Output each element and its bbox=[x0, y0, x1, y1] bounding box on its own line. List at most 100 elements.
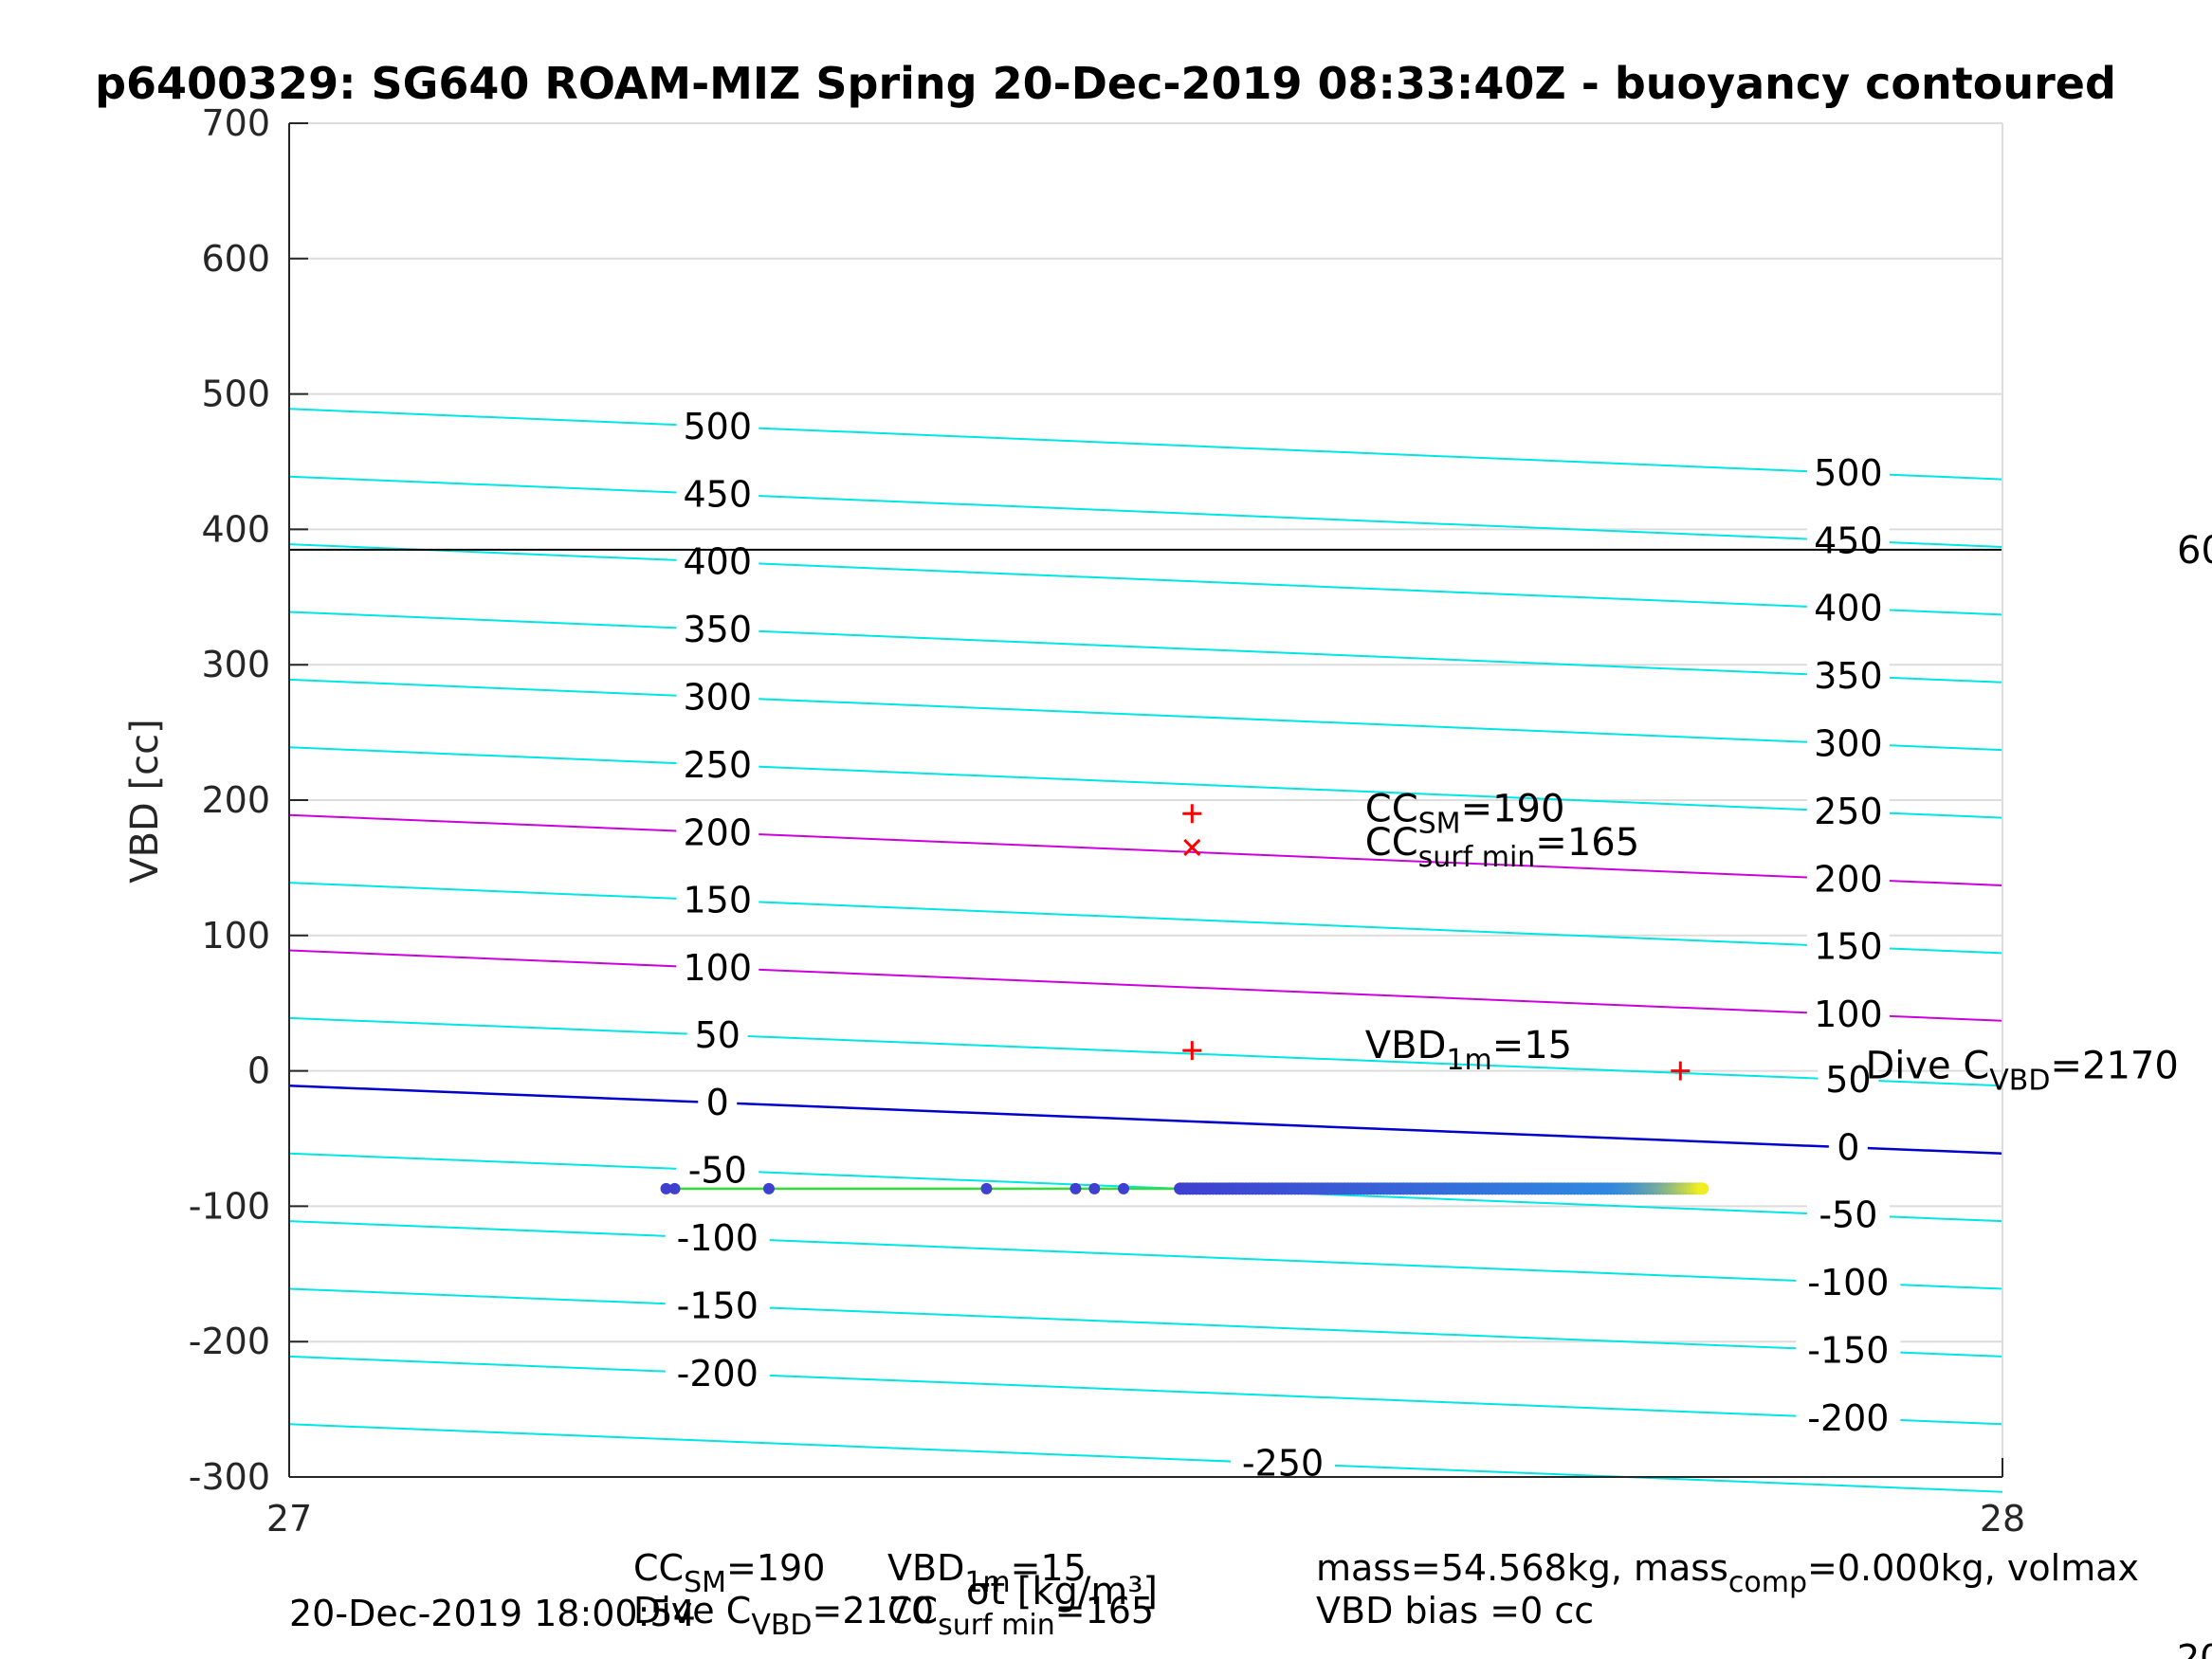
footer-vbd-1m: VBD1m=15 bbox=[887, 1547, 1087, 1599]
contour-label: 500 bbox=[683, 406, 752, 447]
contour-line bbox=[288, 1287, 2003, 1358]
contour-line bbox=[288, 1016, 2003, 1087]
contour-label: 250 bbox=[683, 744, 752, 786]
contour-label: 300 bbox=[683, 676, 752, 718]
contour-label-bg bbox=[676, 879, 759, 921]
contour-label-bg bbox=[676, 540, 759, 583]
contour-label: -100 bbox=[677, 1217, 759, 1259]
contour-label: 0 bbox=[706, 1082, 729, 1123]
footer-dive-cvbd: Dive CVBD=2170 bbox=[633, 1590, 934, 1642]
marker-cc-surf-min bbox=[1183, 838, 1201, 857]
y-tick-label: -100 bbox=[189, 1185, 270, 1227]
contour-label: 50 bbox=[695, 1014, 740, 1056]
x-axis-label: σt [kg/m³] bbox=[966, 1570, 1158, 1613]
contour-label-bg bbox=[676, 405, 759, 447]
contour-label-bg bbox=[1806, 520, 1890, 562]
y-tick-label: 200 bbox=[201, 779, 270, 821]
contour-label-bg bbox=[1806, 858, 1890, 901]
contour-label: -200 bbox=[677, 1353, 759, 1395]
y-tick-label: 400 bbox=[201, 508, 270, 550]
contour-label-bg bbox=[1796, 1262, 1901, 1304]
data-point bbox=[1088, 1182, 1101, 1194]
contour-line bbox=[288, 949, 2003, 1022]
x-tick-label: 28 bbox=[1980, 1498, 2025, 1540]
footer-vbd-bias: VBD bias =0 cc bbox=[1316, 1590, 1594, 1632]
contour-label-bg bbox=[676, 473, 759, 516]
annotation-label: VBD1m=15 bbox=[1365, 1024, 1572, 1077]
contour-label: -200 bbox=[1807, 1397, 1889, 1439]
contour-label: 100 bbox=[683, 947, 752, 989]
contour-label-bg bbox=[686, 1013, 748, 1056]
data-point bbox=[1069, 1182, 1082, 1194]
contour-label: 50 bbox=[1825, 1059, 1871, 1101]
data-point bbox=[762, 1182, 775, 1194]
data-point bbox=[660, 1182, 672, 1194]
y-axis-label: VBD [cc] bbox=[123, 719, 167, 884]
contour-label: 400 bbox=[683, 541, 752, 583]
contour-line bbox=[288, 1220, 2003, 1290]
contour-label-bg bbox=[676, 743, 759, 786]
contour-label: 400 bbox=[1814, 588, 1883, 629]
contour-label-bg bbox=[1806, 722, 1890, 765]
contour-label: 200 bbox=[683, 811, 752, 853]
contour-label-bg bbox=[665, 1216, 770, 1259]
contour-label-bg bbox=[1806, 655, 1890, 698]
contour-label: 0 bbox=[1837, 1126, 1859, 1168]
marker-dive-c-vbd bbox=[1671, 1061, 1691, 1081]
contour-label: 450 bbox=[1814, 520, 1883, 561]
contour-line bbox=[288, 475, 2003, 548]
footer-corner-fragment: 20 bbox=[2177, 1637, 2212, 1659]
contour-line bbox=[288, 611, 2003, 684]
data-layer: 60 bbox=[289, 529, 2212, 1195]
contour-label-bg bbox=[1806, 1194, 1890, 1236]
y-tick-label: 0 bbox=[247, 1050, 270, 1092]
marker-vbd-1m bbox=[1182, 1041, 1202, 1061]
contour-label-bg bbox=[1806, 790, 1890, 832]
contour-label-bg bbox=[676, 676, 759, 719]
data-point bbox=[980, 1182, 993, 1194]
contour-label: 150 bbox=[1814, 926, 1883, 968]
contour-line bbox=[288, 408, 2003, 481]
contour-line bbox=[288, 813, 2003, 886]
contour-label: -250 bbox=[1242, 1443, 1324, 1485]
contour-label: 150 bbox=[683, 880, 752, 921]
contour-layer: -200 -150 -100 -50 0 50 100 150 200 250 300 350 400 4… bbox=[288, 405, 2003, 1493]
y-tick-label: 600 bbox=[201, 238, 270, 280]
contour-label-bg bbox=[1806, 994, 1890, 1036]
contour-label-bg bbox=[1806, 451, 1890, 494]
contour-line bbox=[288, 882, 2003, 955]
contour-label-bg bbox=[1806, 587, 1890, 629]
data-point bbox=[668, 1182, 681, 1194]
contour-label: -150 bbox=[1807, 1329, 1889, 1371]
contour-label: -50 bbox=[1819, 1194, 1877, 1236]
marker-cc-sm bbox=[1182, 804, 1202, 824]
y-tick-label: -300 bbox=[189, 1456, 270, 1498]
contour-label: 500 bbox=[1814, 452, 1883, 494]
contour-label: -50 bbox=[688, 1150, 747, 1192]
y-tick-label: 500 bbox=[201, 374, 270, 415]
contour-label-bg bbox=[698, 1082, 738, 1124]
contour-label: 250 bbox=[1814, 791, 1883, 832]
contour-label: 350 bbox=[683, 609, 752, 650]
contour-label-bg bbox=[1796, 1396, 1901, 1439]
data-point bbox=[1696, 1182, 1709, 1195]
contour-line bbox=[288, 746, 2003, 819]
contour-label: 350 bbox=[1814, 655, 1883, 697]
contour-label: 300 bbox=[1814, 722, 1883, 764]
contour-label-bg bbox=[1806, 925, 1890, 968]
x-tick-label: 27 bbox=[266, 1498, 312, 1540]
marker-stroke bbox=[1183, 838, 1201, 857]
contour-line bbox=[288, 1085, 2003, 1155]
contour-line bbox=[288, 1152, 2003, 1223]
contour-label: -150 bbox=[677, 1285, 759, 1326]
footer-timestamp: 20-Dec-2019 18:00:54 bbox=[289, 1593, 696, 1634]
contour-label: 200 bbox=[1814, 858, 1883, 900]
contour-label-bg bbox=[676, 609, 759, 651]
contour-line bbox=[288, 678, 2003, 752]
contour-label-bg bbox=[676, 947, 759, 990]
chart-title: p6400329: SG640 ROAM-MIZ Spring 20-Dec-2… bbox=[95, 58, 2116, 109]
